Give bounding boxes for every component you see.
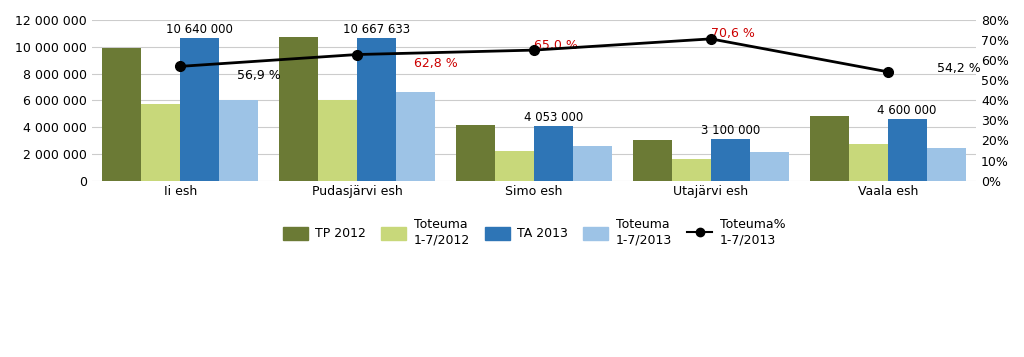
Bar [534, 126, 572, 181]
Legend: TP 2012, Toteuma
1-7/2012, TA 2013, Toteuma
1-7/2013, Toteuma%
1-7/2013: TP 2012, Toteuma 1-7/2012, TA 2013, Tote… [278, 213, 791, 251]
Bar [849, 145, 888, 181]
Bar [456, 125, 495, 181]
Bar [280, 37, 318, 181]
Text: 56,9 %: 56,9 % [237, 69, 281, 82]
Bar [750, 152, 788, 181]
Text: 10 667 633: 10 667 633 [343, 23, 410, 36]
Bar [318, 100, 357, 181]
Bar [141, 104, 180, 181]
Bar [888, 119, 927, 181]
Text: 62,8 %: 62,8 % [414, 57, 458, 70]
Text: 10 640 000: 10 640 000 [166, 23, 233, 36]
Text: 54,2 %: 54,2 % [937, 62, 981, 75]
Bar [810, 116, 849, 181]
Text: 3 100 000: 3 100 000 [700, 124, 760, 137]
Bar [927, 149, 966, 181]
Bar [357, 38, 396, 181]
Text: 4 600 000: 4 600 000 [878, 104, 937, 117]
Bar [396, 92, 435, 181]
Text: 4 053 000: 4 053 000 [523, 111, 583, 124]
Text: 65,0 %: 65,0 % [534, 39, 578, 52]
Bar [219, 100, 258, 181]
Bar [672, 159, 711, 181]
Bar [633, 140, 672, 181]
Text: 70,6 %: 70,6 % [711, 27, 755, 40]
Bar [572, 146, 611, 181]
Bar [102, 48, 141, 181]
Bar [711, 139, 750, 181]
Bar [180, 38, 219, 181]
Bar [495, 151, 534, 181]
